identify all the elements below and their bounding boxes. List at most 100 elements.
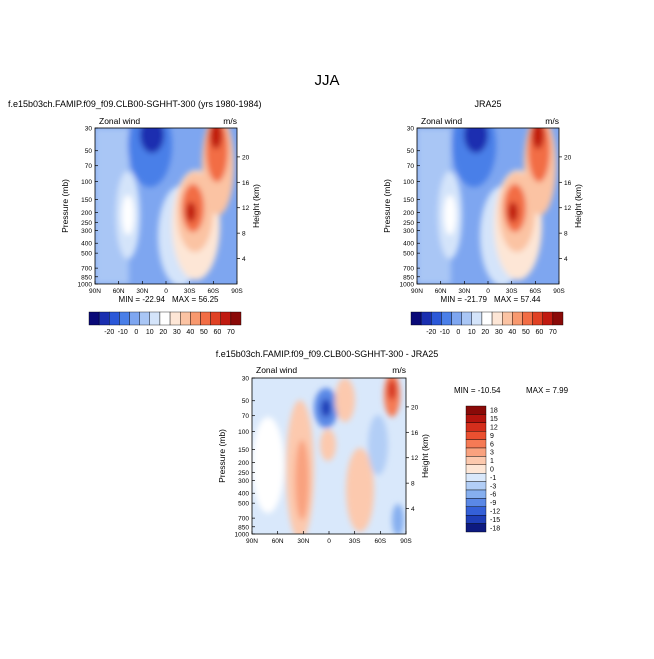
colorbar-label: 9: [490, 433, 494, 440]
colorbar-swatch: [465, 489, 487, 499]
colorbar-label: 50: [522, 329, 530, 336]
colorbar-label: 30: [173, 329, 181, 336]
figure-title: JJA: [314, 72, 339, 89]
colorbar-label: 10: [468, 329, 476, 336]
y-tick-label: 150: [403, 197, 414, 204]
colorbar-swatch: [465, 498, 487, 507]
y-tick-label: 700: [238, 516, 249, 523]
y2-tick-label: 12: [411, 455, 419, 462]
y-axis-label: Pressure (mb): [217, 429, 227, 483]
region-positive-3: [320, 429, 336, 461]
colorbar-swatch: [441, 311, 452, 326]
field-label: Zonal wind: [421, 116, 462, 126]
colorbar-swatch: [465, 515, 487, 524]
x-tick-label: 60S: [375, 538, 387, 545]
y-tick-label: 300: [81, 228, 92, 235]
colorbar-swatch: [465, 506, 487, 516]
colorbar-swatch: [465, 447, 487, 457]
colorbar-swatch: [522, 311, 533, 326]
colorbar-swatch: [502, 311, 513, 326]
y2-tick-label: 20: [564, 154, 572, 161]
colorbar-swatch: [465, 422, 487, 432]
colorbar-swatch: [481, 311, 493, 326]
y2-axis-label: Height (km): [251, 184, 261, 228]
colorbar-label: -9: [490, 500, 496, 507]
x-tick-label: 0: [164, 288, 168, 295]
x-tick-label: 90N: [246, 538, 258, 545]
y-tick-label: 850: [238, 524, 249, 531]
y-tick-label: 100: [403, 179, 414, 186]
x-tick-label: 0: [486, 288, 490, 295]
y-tick-label: 250: [238, 470, 249, 477]
colorbar-label: 30: [495, 329, 503, 336]
y2-tick-label: 20: [242, 154, 250, 161]
region-polar-night-core: [532, 128, 544, 149]
region-polar-night-core: [210, 128, 222, 149]
x-tick-label: 30S: [506, 288, 518, 295]
y2-tick-label: 16: [242, 180, 250, 187]
colorbar-swatch: [149, 311, 161, 326]
colorbar-swatch: [159, 311, 171, 326]
panel-obs: JRA25 Zonal wind m/s 90N 60N 30N 0 30S 6: [382, 99, 583, 336]
y-tick-label: 1000: [235, 532, 250, 539]
colorbar-swatch: [420, 311, 432, 326]
region-negative-3: [392, 504, 404, 534]
region-positive-polar-core: [388, 380, 396, 400]
y-tick-label: 100: [81, 179, 92, 186]
colorbar-swatch: [471, 311, 483, 326]
field-label: Zonal wind: [256, 365, 297, 375]
x-tick-label: 90N: [411, 288, 423, 295]
region-nh-jet-core: [444, 195, 456, 235]
y-tick-label: 700: [403, 266, 414, 273]
y-axis-label: Pressure (mb): [60, 179, 70, 233]
y-tick-label: 50: [242, 398, 250, 405]
colorbar-swatch: [220, 311, 232, 326]
x-tick-label: 90N: [89, 288, 101, 295]
x-tick-label: 30N: [458, 288, 470, 295]
x-tick-label: 30N: [297, 538, 309, 545]
colorbar-label: 18: [490, 408, 498, 415]
colorbar-swatch: [129, 311, 140, 326]
x-tick-label: 30S: [184, 288, 196, 295]
x-tick-label: 90S: [400, 538, 412, 545]
y2-tick-label: 12: [242, 205, 250, 212]
panel-difference: f.e15b03ch.FAMIP.f09_f09.CLB00-SGHHT-300…: [216, 349, 569, 545]
x-tick-label: 60S: [208, 288, 220, 295]
colorbar-swatch: [210, 311, 221, 326]
colorbar-swatch: [200, 311, 211, 326]
y-axis-label: Pressure (mb): [382, 179, 392, 233]
units-label: m/s: [545, 116, 559, 126]
panel-title: f.e15b03ch.FAMIP.f09_f09.CLB00-SGHHT-300…: [8, 99, 261, 109]
colorbar-label: 12: [490, 425, 498, 432]
y-tick-label: 500: [238, 501, 249, 508]
colorbar-swatch: [552, 311, 564, 326]
contour-field: [417, 128, 559, 284]
region-positive-2: [295, 440, 309, 520]
colorbar-swatch: [119, 311, 130, 326]
colorbar-swatch: [190, 311, 201, 326]
colorbar-swatch: [465, 523, 487, 533]
y-tick-label: 30: [85, 126, 93, 133]
min-label: MIN = -21.79: [441, 295, 488, 304]
colorbar-label: 1: [490, 458, 494, 465]
colorbar-label: 3: [490, 450, 494, 457]
y-tick-label: 850: [81, 274, 92, 281]
y-tick-label: 250: [81, 220, 92, 227]
y-tick-label: 70: [242, 413, 250, 420]
max-label: MAX = 56.25: [172, 295, 219, 304]
colorbar-swatch: [98, 311, 110, 326]
y-tick-label: 30: [242, 376, 250, 383]
region-neutral-1: [252, 417, 284, 513]
y2-tick-label: 4: [242, 256, 246, 263]
min-label: MIN = -10.54: [454, 386, 501, 395]
y2-tick-label: 8: [411, 481, 415, 488]
x-tick-label: 30N: [136, 288, 148, 295]
colorbar-label: 15: [490, 416, 498, 423]
y-tick-label: 150: [238, 447, 249, 454]
colorbar-swatch: [109, 311, 120, 326]
y-tick-label: 500: [81, 251, 92, 258]
y-tick-label: 70: [85, 163, 93, 170]
y2-axis-label: Height (km): [420, 434, 430, 478]
